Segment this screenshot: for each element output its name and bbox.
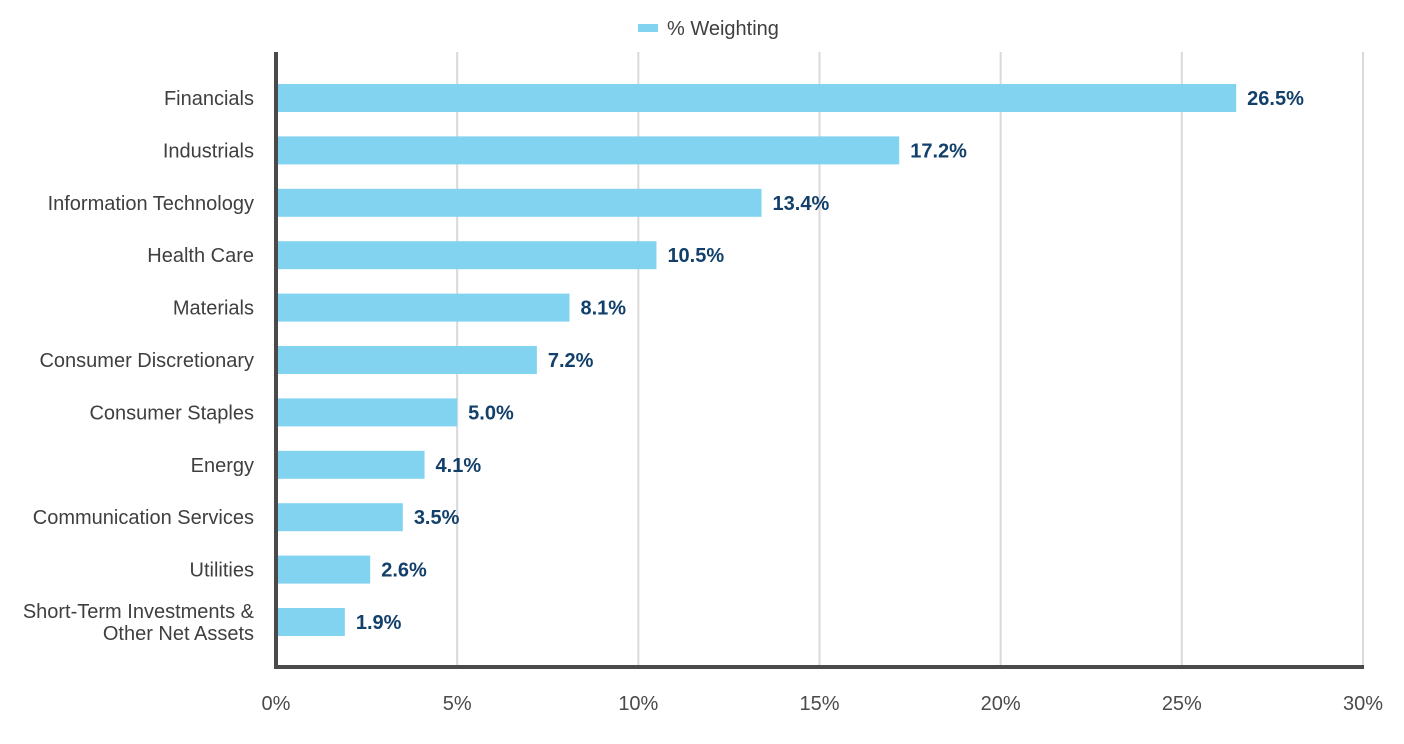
bar-value-label: 8.1% (580, 298, 626, 320)
category-label: Information Technology (48, 193, 254, 215)
category-label: Utilities (190, 560, 254, 582)
bar (276, 346, 537, 374)
category-label: Short-Term Investments & Other Net Assets (23, 601, 255, 645)
x-tick-label: 10% (618, 693, 658, 715)
x-tick-label: 25% (1162, 693, 1202, 715)
bar-value-label: 10.5% (667, 245, 724, 267)
x-tick-label: 15% (799, 693, 839, 715)
bar (276, 398, 458, 427)
category-label: Consumer Discretionary (39, 350, 254, 372)
category-label: Financials (164, 88, 254, 110)
bars (276, 84, 1237, 636)
x-tick-label: 20% (981, 693, 1021, 715)
x-tick-label: 0% (262, 693, 291, 715)
bar (276, 293, 570, 322)
axes (274, 52, 1364, 669)
category-label: Health Care (147, 245, 254, 267)
category-label: Materials (173, 298, 254, 320)
bar-value-label: 5.0% (468, 402, 514, 424)
bar-value-label: 26.5% (1247, 88, 1304, 110)
x-tick-label: 5% (443, 693, 472, 715)
bar (276, 450, 425, 479)
legend-label: % Weighting (667, 18, 779, 40)
bar (276, 241, 657, 270)
bar-value-label: 7.2% (548, 350, 594, 372)
x-tick-label: 30% (1343, 693, 1383, 715)
bar-value-label: 4.1% (436, 455, 482, 477)
x-tick-labels: 0% 5% 10% 15% 20% 25% 30% (262, 693, 1384, 715)
category-label: Energy (191, 455, 254, 477)
category-label: Consumer Staples (89, 402, 254, 424)
bar (276, 188, 762, 217)
chart-legend: % Weighting (638, 18, 779, 40)
bar-value-label: 2.6% (381, 560, 427, 582)
legend-swatch (638, 24, 658, 32)
bar-value-label: 13.4% (773, 193, 830, 215)
bar-value-label: 3.5% (414, 507, 460, 529)
bar (276, 84, 1237, 112)
bar (276, 503, 403, 532)
bar (276, 608, 345, 636)
data-labels: 26.5% 17.2% 13.4% 10.5% 8.1% 7.2% 5.0% 4.1% 3.5%… (356, 88, 1304, 634)
category-labels: Financials Industrials Information Technol… (23, 88, 255, 645)
bar-value-label: 1.9% (356, 612, 402, 634)
category-label: Communication Services (33, 507, 254, 529)
category-label: Industrials (163, 140, 254, 162)
bar (276, 136, 900, 165)
bar (276, 555, 371, 584)
bar-value-label: 17.2% (910, 140, 967, 162)
